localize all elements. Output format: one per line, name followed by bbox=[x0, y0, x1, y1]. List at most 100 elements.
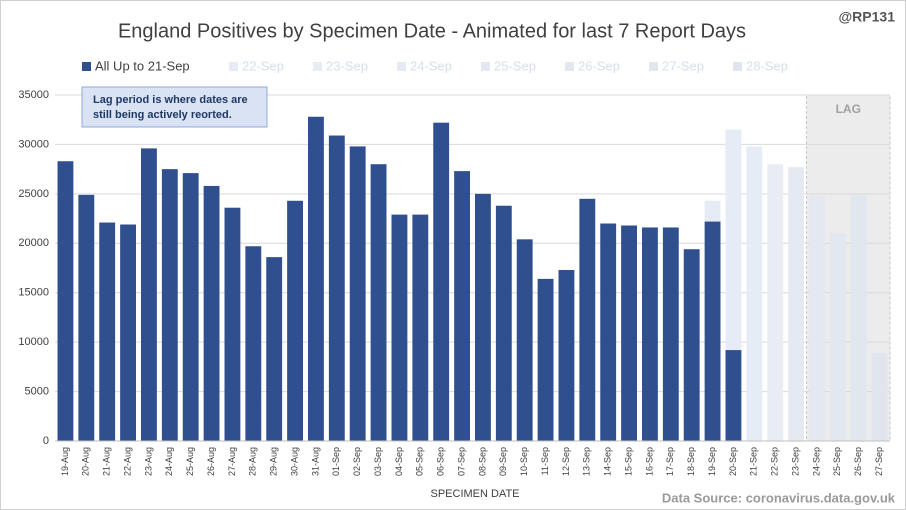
x-tick-label: 21-Aug bbox=[102, 447, 112, 476]
legend-label: 26-Sep bbox=[578, 58, 620, 73]
bar bbox=[725, 350, 742, 441]
x-tick-label: 01-Sep bbox=[331, 447, 341, 476]
annotation-box bbox=[81, 86, 268, 128]
y-tick-label: 35000 bbox=[18, 89, 49, 101]
x-tick-label: 25-Sep bbox=[832, 447, 842, 476]
x-tick-label: 03-Sep bbox=[373, 447, 383, 476]
lag-label: LAG bbox=[836, 102, 861, 116]
x-tick-label: 18-Sep bbox=[686, 447, 696, 476]
bar bbox=[704, 221, 721, 441]
bar bbox=[412, 214, 429, 441]
bar bbox=[495, 205, 512, 441]
x-tick-label: 24-Sep bbox=[811, 447, 821, 476]
bar bbox=[788, 167, 804, 441]
bar bbox=[725, 129, 742, 351]
bar bbox=[704, 200, 721, 222]
bar bbox=[642, 227, 658, 441]
x-tick-label: 22-Aug bbox=[122, 447, 132, 476]
bar bbox=[308, 116, 324, 442]
x-tick-label: 16-Sep bbox=[644, 447, 654, 476]
bar bbox=[683, 249, 700, 441]
legend-swatch bbox=[229, 62, 238, 71]
y-tick-label: 0 bbox=[43, 435, 49, 447]
bar bbox=[161, 169, 178, 441]
x-tick-label: 07-Sep bbox=[456, 447, 466, 476]
x-axis-title: SPECIMEN DATE bbox=[430, 488, 519, 500]
x-tick-label: 15-Sep bbox=[623, 447, 633, 476]
x-tick-label: 04-Sep bbox=[394, 447, 404, 476]
x-tick-label: 26-Aug bbox=[206, 447, 216, 476]
x-tick-label: 23-Aug bbox=[143, 447, 153, 476]
x-tick-label: 02-Sep bbox=[352, 447, 362, 476]
bar bbox=[224, 207, 241, 441]
y-tick-label: 20000 bbox=[18, 237, 49, 249]
y-tick-label: 10000 bbox=[18, 336, 49, 348]
legend-swatch bbox=[397, 62, 406, 71]
legend-label: 27-Sep bbox=[662, 58, 704, 73]
handle: @RP131 bbox=[839, 9, 896, 25]
x-tick-label: 06-Sep bbox=[436, 447, 446, 476]
legend-label: 23-Sep bbox=[326, 58, 368, 73]
legend-swatch bbox=[481, 62, 490, 71]
x-tick-label: 10-Sep bbox=[519, 447, 529, 476]
bar bbox=[287, 200, 303, 441]
x-tick-label: 17-Sep bbox=[665, 447, 675, 476]
x-tick-label: 22-Sep bbox=[770, 447, 780, 476]
legend-label: 22-Sep bbox=[242, 58, 284, 73]
x-tick-label: 20-Aug bbox=[81, 447, 91, 476]
bar bbox=[78, 194, 95, 441]
bar bbox=[57, 161, 74, 441]
bar bbox=[579, 198, 596, 441]
y-tick-label: 30000 bbox=[18, 138, 49, 150]
x-tick-label: 05-Sep bbox=[415, 447, 425, 476]
chart-title: England Positives by Specimen Date - Ani… bbox=[118, 20, 746, 42]
x-tick-label: 19-Sep bbox=[707, 447, 717, 476]
bar bbox=[516, 239, 533, 441]
bar bbox=[120, 224, 136, 441]
bar bbox=[558, 269, 575, 441]
bar bbox=[370, 164, 387, 441]
legend-swatch bbox=[565, 62, 574, 71]
legend-label: 24-Sep bbox=[410, 58, 452, 73]
legend-label: All Up to 21-Sep bbox=[95, 58, 190, 73]
x-tick-label: 21-Sep bbox=[749, 447, 759, 476]
x-tick-label: 14-Sep bbox=[603, 447, 613, 476]
bar bbox=[746, 146, 763, 442]
bar bbox=[809, 195, 825, 441]
bar bbox=[203, 185, 220, 441]
bar bbox=[600, 223, 617, 441]
x-tick-label: 27-Sep bbox=[874, 447, 884, 476]
legend-swatch bbox=[313, 62, 322, 71]
bar bbox=[99, 222, 116, 441]
x-tick-label: 31-Aug bbox=[310, 447, 320, 476]
bar bbox=[245, 246, 262, 441]
bar bbox=[850, 194, 867, 441]
x-tick-label: 08-Sep bbox=[477, 447, 487, 476]
x-tick-label: 24-Aug bbox=[164, 447, 174, 476]
y-tick-label: 5000 bbox=[25, 385, 49, 397]
bar bbox=[141, 148, 157, 441]
bar bbox=[266, 257, 283, 441]
legend-swatch bbox=[649, 62, 658, 71]
x-tick-label: 26-Sep bbox=[853, 447, 863, 476]
x-tick-label: 11-Sep bbox=[540, 447, 550, 475]
x-tick-label: 23-Sep bbox=[790, 447, 800, 476]
bar bbox=[454, 171, 470, 441]
bar bbox=[182, 173, 199, 441]
x-tick-label: 27-Aug bbox=[227, 447, 237, 476]
bar bbox=[662, 227, 679, 441]
legend-swatch bbox=[82, 62, 91, 71]
legend-label: 28-Sep bbox=[746, 58, 788, 73]
legend-swatch bbox=[733, 62, 742, 71]
x-tick-label: 28-Aug bbox=[248, 447, 258, 476]
source: Data Source: coronavirus.data.gov.uk bbox=[662, 490, 896, 505]
x-tick-label: 19-Aug bbox=[60, 447, 70, 476]
y-tick-label: 25000 bbox=[18, 188, 49, 200]
x-tick-label: 29-Aug bbox=[269, 447, 279, 476]
x-tick-label: 13-Sep bbox=[582, 447, 592, 476]
bar bbox=[349, 146, 366, 442]
x-tick-label: 30-Aug bbox=[289, 447, 299, 476]
annotation-text: still being actively reorted. bbox=[93, 109, 232, 121]
bar bbox=[537, 278, 554, 441]
